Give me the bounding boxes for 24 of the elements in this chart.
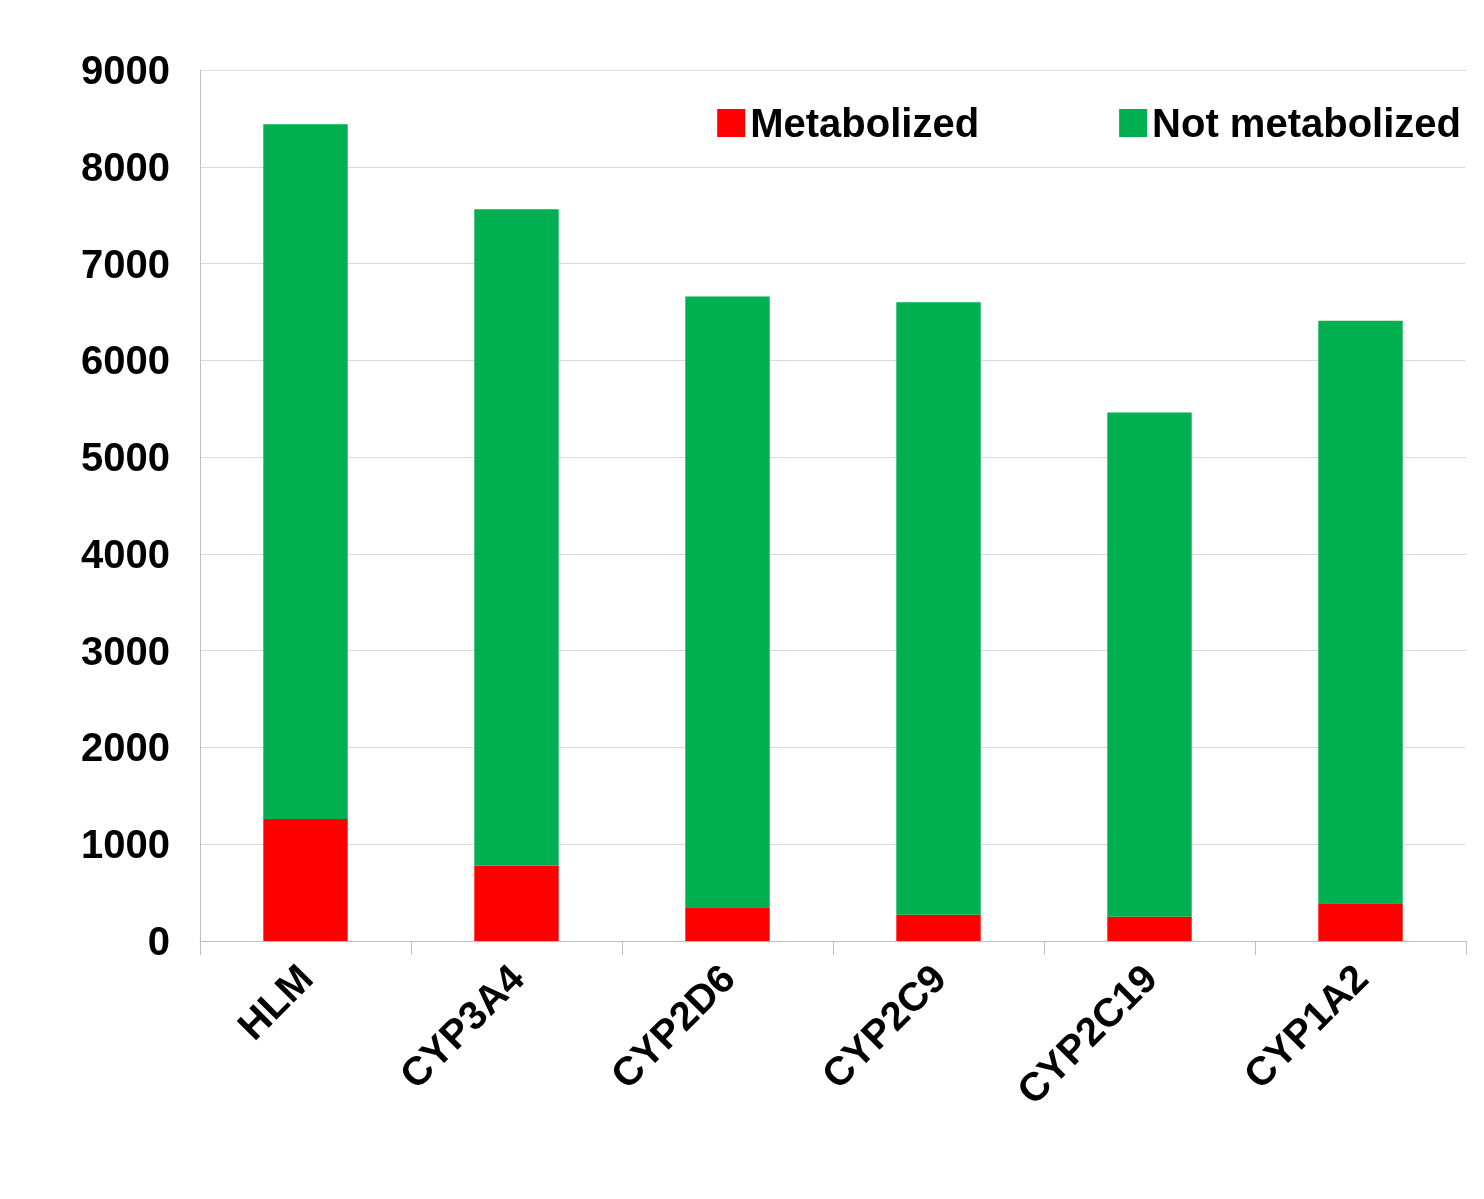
bar bbox=[1107, 412, 1192, 917]
bar bbox=[685, 296, 770, 908]
y-tick-label: 7000 bbox=[81, 241, 170, 286]
y-tick-label: 9000 bbox=[81, 48, 170, 92]
bar bbox=[474, 865, 559, 941]
bar bbox=[896, 302, 981, 915]
bar bbox=[474, 209, 559, 866]
y-tick-label: 5000 bbox=[81, 435, 170, 480]
bar bbox=[1318, 320, 1403, 904]
bar bbox=[1107, 916, 1192, 941]
y-tick-label: 2000 bbox=[81, 725, 170, 770]
y-tick-label: 4000 bbox=[81, 531, 170, 576]
legend-label: Not metabolized bbox=[1152, 101, 1461, 145]
y-tick-label: 0 bbox=[147, 919, 170, 963]
y-tick-label: 1000 bbox=[81, 822, 170, 867]
y-tick-label: 6000 bbox=[81, 338, 170, 383]
bar bbox=[685, 907, 770, 941]
bar bbox=[1318, 903, 1403, 941]
y-tick-label: 3000 bbox=[81, 628, 170, 673]
y-tick-label: 8000 bbox=[81, 144, 170, 189]
bar bbox=[896, 914, 981, 941]
bar bbox=[263, 819, 348, 941]
legend-label: Metabolized bbox=[750, 101, 980, 145]
bar bbox=[263, 124, 348, 820]
